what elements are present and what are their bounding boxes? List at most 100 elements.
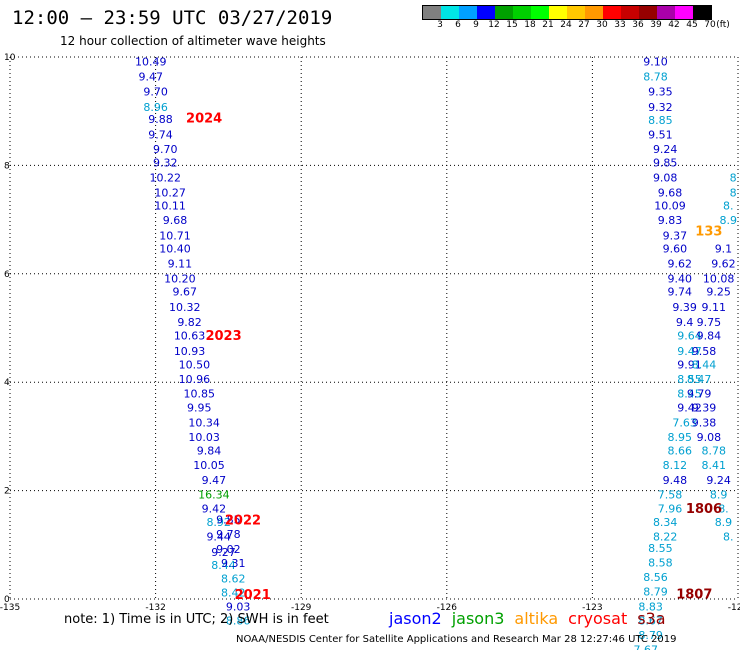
x-tick-label: -132 [145, 603, 165, 613]
wave-height-value: 10.09 [654, 200, 686, 213]
wave-height-value: 9.47 [202, 474, 227, 487]
wave-height-value: 8.44 [692, 358, 717, 371]
wave-height-value: 9.74 [148, 129, 173, 142]
x-tick-label: -135 [0, 603, 20, 613]
wave-height-value: 8.92 [206, 516, 231, 529]
wave-height-value: 9.85 [216, 513, 241, 526]
color-scale-label: 18 [524, 20, 536, 30]
wave-height-value: 9.10 [643, 55, 668, 68]
color-swatch [621, 6, 639, 19]
wave-height-value: 9.60 [663, 242, 688, 255]
satellite-legend-item: jason3 [451, 609, 505, 628]
wave-height-value: 10.08 [703, 273, 735, 286]
wave-height-value: 9.32 [648, 101, 673, 114]
wave-height-value: 10.27 [154, 187, 186, 200]
color-swatch [657, 6, 675, 19]
wave-height-value: 9.42 [677, 402, 702, 415]
color-swatch [567, 6, 585, 19]
wave-height-value: 8.62 [221, 572, 246, 585]
chart-subtitle: 12 hour collection of altimeter wave hei… [60, 34, 326, 48]
wave-height-value: 8.22 [653, 531, 678, 544]
track-time-label: 1806 [686, 502, 722, 517]
satellite-legend-item: s3a [637, 609, 666, 628]
wave-height-value: 9.74 [668, 286, 693, 299]
wave-height-value: 10.34 [188, 416, 220, 429]
wave-height-value: 8.78 [643, 71, 668, 84]
y-tick-label: 2 [4, 487, 10, 497]
satellite-legend-item: altika [514, 609, 559, 628]
wave-height-value: 8.44 [211, 559, 236, 572]
wave-height-value: 7.96 [658, 502, 683, 515]
x-tick-label: -120 [728, 603, 740, 613]
color-swatch [423, 6, 441, 19]
color-swatch [639, 6, 657, 19]
color-scale-label: 70 [704, 20, 716, 30]
wave-height-value: 9.47 [138, 71, 163, 84]
color-swatch [693, 6, 711, 19]
wave-height-value: 8.86 [226, 615, 251, 628]
wave-height-value: 8.9 [710, 488, 728, 501]
wave-height-value: 9.70 [143, 86, 168, 99]
wave-height-value: 8.66 [668, 444, 693, 457]
wave-height-value: 10.22 [150, 171, 182, 184]
satellite-legend: jason2 jason3 altika cryosat s3a [389, 609, 676, 628]
wave-height-value: 9.44 [206, 531, 231, 544]
y-tick-label: 4 [4, 378, 10, 388]
wave-height-value: 8 [730, 187, 737, 200]
x-tick-label: -126 [437, 603, 458, 613]
color-scale-label: 24 [560, 20, 572, 30]
wave-height-value: 10.11 [154, 200, 186, 213]
wave-height-value: 9.39 [672, 301, 697, 314]
wave-height-value: 9.24 [653, 143, 678, 156]
color-scale-label: 6 [455, 20, 461, 30]
wave-height-value: 8 [730, 171, 737, 184]
satellite-legend-item: cryosat [568, 609, 628, 628]
x-tick-label: -123 [582, 603, 602, 613]
wave-height-value: 9.11 [701, 301, 726, 314]
wave-height-value: 8.95 [668, 431, 693, 444]
wave-height-value: 9.08 [653, 171, 678, 184]
color-scale-label: 3 [437, 20, 443, 30]
wave-height-value: 9.02 [216, 543, 241, 556]
wave-height-value: 9.64 [677, 330, 702, 343]
wave-height-value: 8.45 [677, 388, 702, 401]
wave-height-value: 9.78 [216, 528, 241, 541]
wave-height-value: 16.34 [198, 488, 230, 501]
wave-height-value: 9.35 [648, 86, 673, 99]
wave-height-value: 9.37 [663, 229, 688, 242]
color-scale-label: 15 [506, 20, 518, 30]
wave-height-value: 9.67 [172, 286, 197, 299]
wave-height-value: 9.62 [711, 258, 736, 271]
wave-height-value: 10.71 [159, 229, 191, 242]
color-scale-labels: 3 6 9 12 15 18 21 24 27 30 33 36 39 42 45 70 (ft) [422, 20, 740, 34]
wave-height-value: 8.9 [715, 516, 733, 529]
wave-height-value: 10.93 [174, 345, 206, 358]
color-swatch [441, 6, 459, 19]
wave-height-value: 9.68 [163, 214, 188, 227]
track-time-label: 2022 [225, 513, 261, 528]
wave-height-value: 10.40 [159, 242, 191, 255]
wave-height-value: 10.20 [164, 273, 196, 286]
wave-height-value: 9.51 [648, 129, 673, 142]
wave-height-value: 8. [723, 531, 734, 544]
color-scale-legend [422, 5, 712, 20]
wave-height-value: 10.49 [135, 55, 167, 68]
wave-height-value: 9.82 [177, 316, 202, 329]
color-scale-unit: (ft) [716, 20, 730, 30]
wave-height-value: 7.67 [634, 643, 659, 650]
wave-height-value: 8.56 [643, 571, 668, 584]
wave-height-value: 9.95 [187, 402, 212, 415]
track-time-label: 133 [695, 224, 722, 239]
track-time-label: 2024 [186, 112, 222, 127]
color-swatch [603, 6, 621, 19]
chart-title: 12:00 – 23:59 UTC 03/27/2019 [12, 7, 333, 29]
color-scale-label: 36 [632, 20, 644, 30]
wave-height-value: 9.88 [148, 113, 173, 126]
wave-height-value: 9.84 [697, 330, 722, 343]
wave-height-value: 10.32 [169, 301, 201, 314]
satellite-legend-item: jason2 [389, 609, 442, 628]
color-swatch [513, 6, 531, 19]
y-tick-label: 0 [4, 595, 10, 605]
color-swatch [495, 6, 513, 19]
wave-height-value: 9.62 [668, 258, 693, 271]
